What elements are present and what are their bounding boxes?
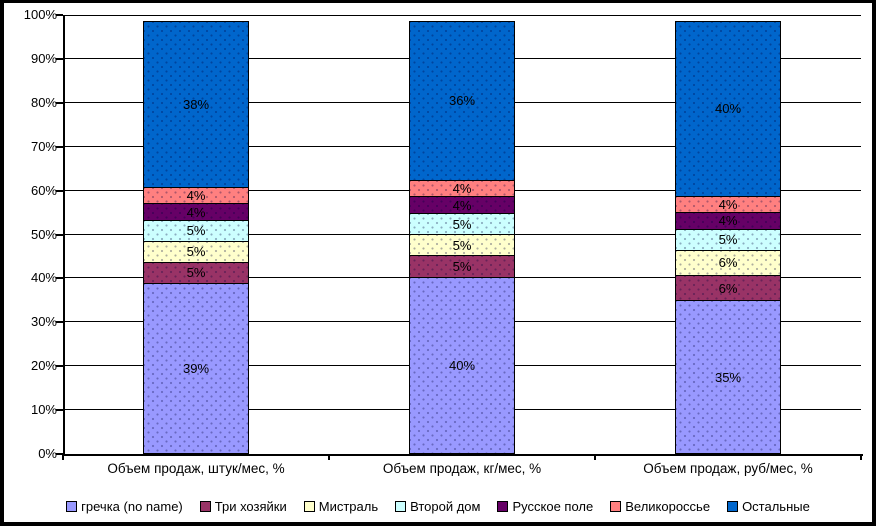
legend-swatch-icon xyxy=(610,500,622,512)
data-label: 5% xyxy=(452,237,472,253)
y-axis-tick-label: 30% xyxy=(30,314,57,330)
legend-label: Мистраль xyxy=(318,498,379,514)
gridline xyxy=(63,15,861,16)
bar-segment: 5% xyxy=(409,255,515,278)
bar-group: 35% 6% 6% 5% 4% 4% 40% xyxy=(675,15,781,454)
legend-label: Остальные xyxy=(742,498,810,514)
legend-label: Великороссье xyxy=(625,498,711,514)
y-axis-tick-label: 40% xyxy=(30,270,57,286)
bar-segment: 4% xyxy=(409,196,515,215)
bar-segment: 4% xyxy=(675,195,781,214)
bar-segment: 4% xyxy=(143,186,249,205)
y-axis-tick-label: 70% xyxy=(30,138,57,154)
category-label: Объем продаж, штук/мес, % xyxy=(107,461,285,476)
legend-item: Остальные xyxy=(727,499,810,514)
bar-segment: 40% xyxy=(409,276,515,454)
y-axis-tick-label: 10% xyxy=(30,402,57,418)
data-label: 5% xyxy=(186,223,206,239)
bar-segment: 4% xyxy=(409,179,515,198)
bar-segment: 5% xyxy=(143,240,249,263)
y-axis-tick-mark xyxy=(56,101,63,104)
y-axis-tick-mark xyxy=(56,233,63,236)
category-label: Объем продаж, кг/мес, % xyxy=(382,461,542,476)
data-label: 6% xyxy=(718,255,738,271)
y-axis-tick-mark xyxy=(56,321,63,324)
category-label: Объем продаж, руб/мес, % xyxy=(643,461,813,476)
data-label: 4% xyxy=(186,204,206,220)
data-label: 38% xyxy=(182,96,210,112)
data-label: 4% xyxy=(718,213,738,229)
bar-segment: 4% xyxy=(675,212,781,230)
data-label: 4% xyxy=(452,197,472,213)
legend-swatch-icon xyxy=(395,500,407,512)
data-label: 36% xyxy=(448,93,476,109)
legend-item: Второй дом xyxy=(395,499,480,514)
y-axis-tick-label: 20% xyxy=(30,358,57,374)
bar-segment: 5% xyxy=(143,219,249,242)
data-label: 6% xyxy=(718,280,738,296)
bar-segment: 5% xyxy=(409,234,515,257)
data-label: 4% xyxy=(718,196,738,212)
bar-segment: 5% xyxy=(409,213,515,236)
legend: гречка (no name) Три хозяйки Мистраль Второ… xyxy=(4,496,872,516)
data-label: 5% xyxy=(452,216,472,232)
bar-segment: 5% xyxy=(143,261,249,284)
data-label: 40% xyxy=(714,101,742,117)
legend-swatch-icon xyxy=(727,500,739,512)
bar-segment: 36% xyxy=(409,21,515,181)
data-label: 35% xyxy=(714,369,742,385)
y-axis-tick-label: 100% xyxy=(23,7,57,22)
legend-label: Три хозяйки xyxy=(214,498,287,514)
y-axis-tick-label: 90% xyxy=(30,50,57,66)
bar-segment: 39% xyxy=(143,282,249,454)
y-axis-tick-label: 60% xyxy=(30,182,57,198)
x-axis-tick-mark xyxy=(594,454,596,460)
bar-segment: 5% xyxy=(675,228,781,251)
legend-item: Мистраль xyxy=(303,498,379,514)
data-label: 40% xyxy=(448,357,476,373)
x-axis-tick-mark xyxy=(860,454,862,460)
bar-segment: 38% xyxy=(143,21,249,188)
y-axis-tick-mark xyxy=(56,14,63,16)
legend-item: Великороссье xyxy=(610,499,710,514)
legend-label: Второй дом xyxy=(410,498,481,514)
bar-segment: 6% xyxy=(675,275,781,302)
y-axis-tick-label: 0% xyxy=(38,446,57,461)
legend-item: гречка (no name) xyxy=(66,499,183,514)
data-label: 5% xyxy=(718,232,738,248)
legend-swatch-icon xyxy=(199,500,211,512)
y-axis-tick-mark xyxy=(56,409,63,412)
bar-segment: 4% xyxy=(143,203,249,221)
bar-segment: 35% xyxy=(675,300,781,454)
data-label: 5% xyxy=(186,265,206,281)
legend-swatch-icon xyxy=(66,500,78,512)
data-label: 5% xyxy=(186,244,206,260)
y-axis-tick-mark xyxy=(56,453,63,455)
data-label: 4% xyxy=(186,188,206,204)
y-axis-tick-label: 50% xyxy=(30,226,57,242)
data-label: 5% xyxy=(452,259,472,275)
data-label: 39% xyxy=(182,360,210,376)
y-axis-tick-mark xyxy=(56,57,63,60)
y-axis-tick-mark xyxy=(56,189,63,192)
legend-label: Русское поле xyxy=(512,498,594,514)
y-axis-tick-label: 80% xyxy=(30,94,57,110)
bar-segment: 6% xyxy=(675,249,781,277)
y-axis-tick-mark xyxy=(56,365,63,368)
bar-group: 39% 5% 5% 5% 4% 4% 38% xyxy=(143,15,249,454)
legend-item: Три хозяйки xyxy=(199,498,287,514)
legend-label: гречка (no name) xyxy=(81,498,183,514)
data-label: 4% xyxy=(452,181,472,197)
y-axis-tick-mark xyxy=(56,145,63,148)
legend-swatch-icon xyxy=(303,500,315,512)
bar-group: 40% 5% 5% 5% 4% 4% 36% xyxy=(409,15,515,454)
legend-swatch-icon xyxy=(497,500,509,512)
x-axis-tick-mark xyxy=(328,454,330,460)
legend-item: Русское поле xyxy=(497,499,593,514)
bar-segment: 40% xyxy=(675,21,781,197)
y-axis-tick-mark xyxy=(56,277,63,280)
x-axis-tick-mark xyxy=(62,454,64,460)
